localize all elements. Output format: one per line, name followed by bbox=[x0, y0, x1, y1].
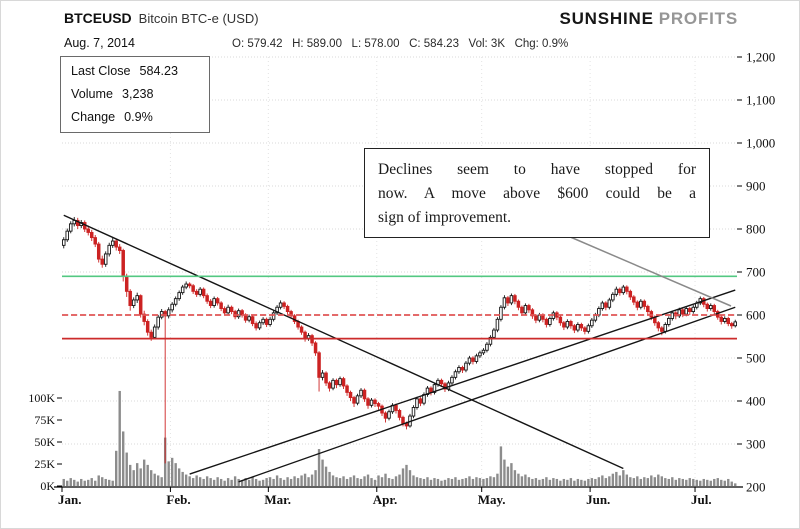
volume-value: 3,238 bbox=[122, 87, 154, 101]
brand-word-sunshine: SUNSHINE bbox=[559, 9, 654, 28]
svg-text:1,200: 1,200 bbox=[746, 50, 775, 65]
svg-text:Feb.: Feb. bbox=[166, 492, 190, 507]
symbol: BTCEUSD bbox=[64, 10, 132, 26]
quote-info-box: Last Close 584.23 Volume 3,238 Change 0.… bbox=[60, 56, 210, 133]
last-close-label: Last Close bbox=[71, 64, 131, 78]
level-lines-layer bbox=[62, 275, 737, 340]
annotation-pointer-line bbox=[567, 235, 732, 307]
svg-text:0K: 0K bbox=[40, 479, 55, 493]
svg-text:700: 700 bbox=[746, 265, 766, 280]
svg-text:1,000: 1,000 bbox=[746, 136, 775, 151]
brand-word-profits: PROFITS bbox=[658, 9, 738, 28]
ohlc-readout: O: 579.42 H: 589.00 L: 578.00 C: 584.23 … bbox=[232, 38, 569, 50]
annotation-line-3: sign of improvement. bbox=[378, 209, 512, 226]
instrument-name: Bitcoin BTC-e (USD) bbox=[138, 11, 259, 26]
volume-label: Volume bbox=[71, 87, 114, 101]
annotation-line-1: Declines seem to have stopped for bbox=[378, 161, 696, 178]
last-close-row: Last Close 584.23 bbox=[71, 60, 199, 83]
svg-text:400: 400 bbox=[746, 394, 766, 409]
annotation-line-2: now. A move above $600 could be a bbox=[378, 185, 696, 202]
svg-text:200: 200 bbox=[746, 480, 766, 495]
svg-text:50K: 50K bbox=[34, 435, 55, 449]
svg-text:May.: May. bbox=[478, 492, 506, 507]
svg-text:1,100: 1,100 bbox=[746, 93, 775, 108]
svg-text:75K: 75K bbox=[34, 413, 55, 427]
svg-text:600: 600 bbox=[746, 308, 766, 323]
axes-layer: Jan. Feb. Mar. Apr. May. Jun. Jul. 200 300 400 500… bbox=[28, 50, 775, 508]
svg-text:Jul.: Jul. bbox=[691, 492, 712, 507]
annotation-box: Declines seem to have stopped for now. A… bbox=[364, 148, 710, 238]
svg-text:Apr.: Apr. bbox=[373, 492, 397, 507]
trendlines-layer bbox=[63, 214, 736, 483]
last-close-value: 584.23 bbox=[139, 64, 179, 78]
volume-row: Volume 3,238 bbox=[71, 83, 199, 106]
chart-title-row: BTCEUSD Bitcoin BTC-e (USD) bbox=[64, 10, 259, 28]
svg-text:900: 900 bbox=[746, 179, 766, 194]
svg-text:Mar.: Mar. bbox=[264, 492, 291, 507]
svg-text:300: 300 bbox=[746, 437, 766, 452]
candles-layer bbox=[61, 216, 738, 464]
svg-text:100K: 100K bbox=[28, 391, 55, 405]
chart-date: Aug. 7, 2014 bbox=[64, 36, 135, 50]
change-row: Change 0.9% bbox=[71, 106, 199, 129]
svg-text:Jan.: Jan. bbox=[58, 492, 81, 507]
svg-text:25K: 25K bbox=[34, 457, 55, 471]
brand-logo: SUNSHINE PROFITS bbox=[559, 9, 738, 29]
change-label: Change bbox=[71, 110, 116, 124]
volume-bars-layer bbox=[62, 390, 737, 486]
change-value: 0.9% bbox=[124, 110, 153, 124]
svg-text:800: 800 bbox=[746, 222, 766, 237]
svg-text:Jun.: Jun. bbox=[586, 492, 610, 507]
svg-text:500: 500 bbox=[746, 351, 766, 366]
